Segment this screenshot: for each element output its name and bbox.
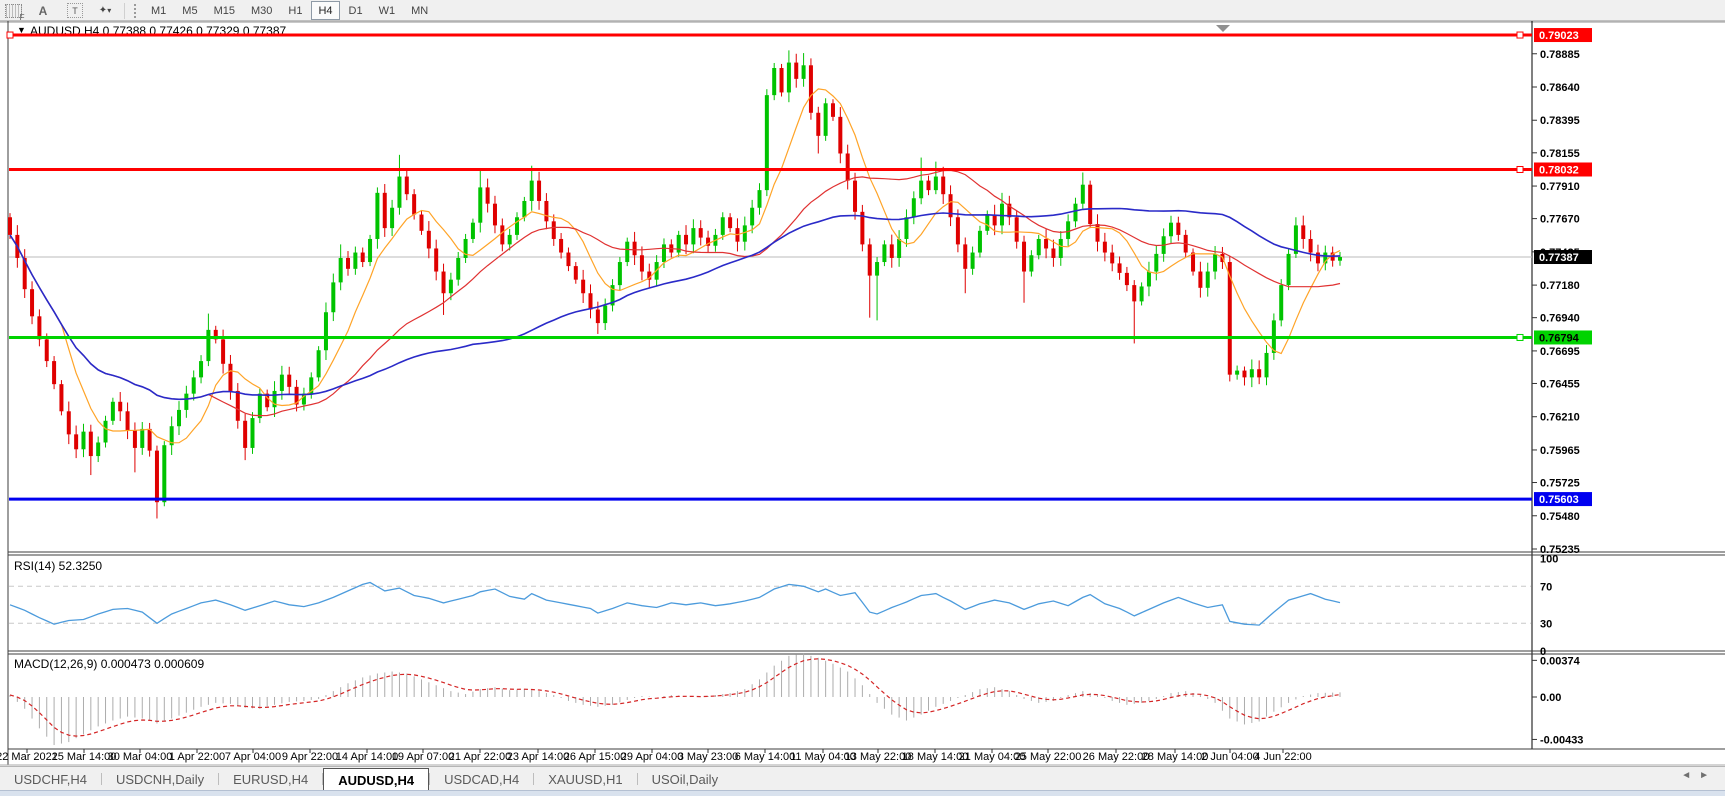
timeframe-button-h1[interactable]: H1 <box>288 4 303 17</box>
chart-tab-audusd[interactable]: AUDUSD,H4 <box>323 768 430 791</box>
timeframe-button-d1[interactable]: D1 <box>348 4 363 17</box>
timeframe-button-h4[interactable]: H4 <box>311 1 340 20</box>
timeframe-button-m1[interactable]: M1 <box>151 4 167 17</box>
tab-separator <box>533 773 535 785</box>
chart-tab-usdcnh[interactable]: USDCNH,Daily <box>115 771 205 787</box>
timeframe-toolbar: M1 M5 M15 M30 H1 H4 D1 W1 MN <box>143 1 436 20</box>
toolbar: F A T ✦ ▾ M1 M5 M15 M30 H1 H4 D1 W1 MN <box>0 0 1725 22</box>
chevron-down-icon: ▾ <box>107 6 112 15</box>
chart-title: AUDUSD,H4 0.77388 0.77426 0.77329 0.7738… <box>30 24 287 38</box>
status-strip <box>0 790 1725 796</box>
chart-tab-usdchf[interactable]: USDCHF,H4 <box>14 771 87 787</box>
timeframe-button-w1[interactable]: W1 <box>378 4 396 17</box>
tab-scroll-right-icon[interactable]: ► <box>1699 770 1717 781</box>
timeframe-button-m15[interactable]: M15 <box>213 4 235 17</box>
tab-separator <box>218 773 220 785</box>
toolbar-grip[interactable] <box>134 3 139 18</box>
chart-tab-bar: USDCHF,H4 USDCNH,Daily EURUSD,H4 AUDUSD,H4 U… <box>0 766 1725 791</box>
timeframe-button-m5[interactable]: M5 <box>182 4 198 17</box>
objects-glyph: ✦ <box>98 5 108 16</box>
timeframe-button-mn[interactable]: MN <box>411 4 429 17</box>
tab-separator <box>100 773 102 785</box>
tab-separator <box>429 773 431 785</box>
font-label-icon[interactable]: A <box>38 3 48 18</box>
timeframe-button-m30[interactable]: M30 <box>250 4 273 17</box>
pattern-fill-icon[interactable]: F <box>2 2 25 22</box>
tab-separator <box>322 773 324 785</box>
chart-tab-usoil[interactable]: USOil,Daily <box>651 771 719 787</box>
tab-scroll-left-icon[interactable]: ◄ <box>1681 770 1700 781</box>
objects-icon[interactable]: ✦ ▾ <box>94 2 116 20</box>
tab-scroll-buttons[interactable]: ◄► <box>1681 770 1717 781</box>
text-box-icon[interactable]: T <box>64 2 86 20</box>
toolbar-separator <box>124 2 125 19</box>
chart-tab-xauusd[interactable]: XAUUSD,H1 <box>548 771 623 787</box>
chart-tab-eurusd[interactable]: EURUSD,H4 <box>233 771 309 787</box>
tab-separator <box>636 773 638 785</box>
chart-tab-usdcad[interactable]: USDCAD,H4 <box>444 771 520 787</box>
chart-menu-arrow-icon[interactable]: ▼ <box>17 25 26 35</box>
pattern-fill-label: F <box>19 12 25 22</box>
